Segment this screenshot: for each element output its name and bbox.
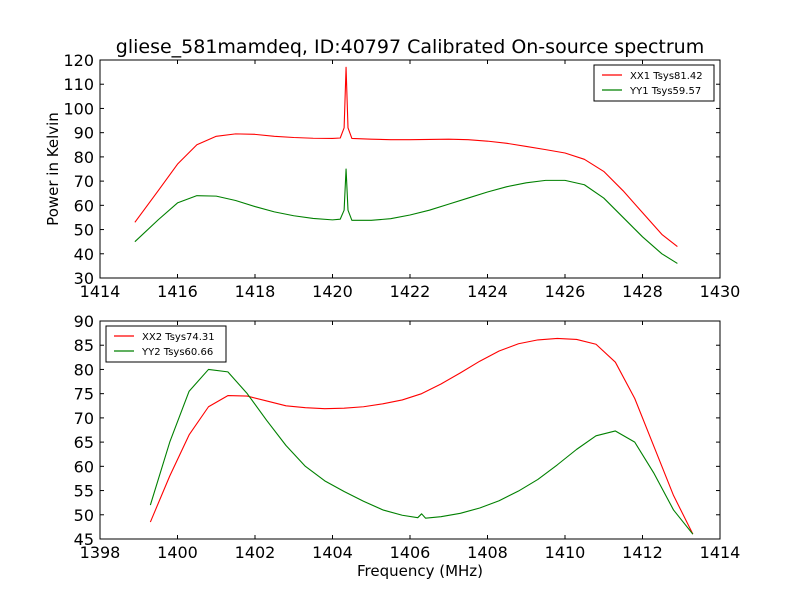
x-tick-label: 1422 — [390, 282, 431, 301]
series-line-yy1 — [134, 168, 678, 264]
x-tick-label: 1398 — [80, 543, 121, 562]
y-tick-label: 70 — [74, 409, 94, 428]
x-tick-label: 1416 — [157, 282, 198, 301]
series-line-yy2 — [149, 368, 694, 535]
y-tick-label: 110 — [63, 75, 94, 94]
x-tick-label: 1402 — [235, 543, 276, 562]
x-tick-label: 1414 — [80, 282, 121, 301]
x-tick-label: 1418 — [235, 282, 276, 301]
y-tick-label: 80 — [74, 360, 94, 379]
y-tick-label: 50 — [74, 506, 94, 525]
x-tick-label: 1426 — [545, 282, 586, 301]
y-axis-label: Power in Kelvin — [44, 112, 62, 226]
x-tick-label: 1410 — [545, 543, 586, 562]
x-axis-label: Frequency (MHz) — [357, 562, 483, 580]
x-tick-label: 1420 — [312, 282, 353, 301]
y-tick-label: 100 — [63, 99, 94, 118]
x-tick-label: 1414 — [700, 543, 741, 562]
legend: XX2 Tsys74.31 YY2 Tsys60.66 — [105, 325, 227, 363]
x-tick-label: 1424 — [467, 282, 508, 301]
x-tick-label: 1428 — [622, 282, 663, 301]
x-tick-label: 1408 — [467, 543, 508, 562]
y-tick-label: 90 — [74, 312, 94, 331]
chart-title: gliese_581mamdeq, ID:40797 Calibrated On… — [116, 36, 704, 58]
y-tick-label: 60 — [74, 457, 94, 476]
legend-label: XX2 Tsys74.31 — [142, 332, 215, 343]
y-tick-label: 75 — [74, 385, 94, 404]
x-tick-label: 1400 — [157, 543, 198, 562]
x-tick-label: 1412 — [622, 543, 663, 562]
x-tick-label: 1430 — [700, 282, 741, 301]
y-tick-label: 120 — [63, 51, 94, 70]
y-tick-label: 55 — [74, 482, 94, 501]
x-tick-label: 1406 — [390, 543, 431, 562]
legend: XX1 Tsys81.42 YY1 Tsys59.57 — [593, 64, 715, 102]
legend-box — [105, 325, 227, 363]
y-tick-label: 60 — [74, 196, 94, 215]
legend-label: YY2 Tsys60.66 — [141, 347, 213, 358]
legend-label: XX1 Tsys81.42 — [630, 71, 703, 82]
legend-label: YY1 Tsys59.57 — [629, 86, 701, 97]
y-tick-label: 80 — [74, 148, 94, 167]
y-tick-label: 70 — [74, 172, 94, 191]
x-tick-label: 1404 — [312, 543, 353, 562]
panel-1: 1414 1416 1418 1420 1422 1424 1426 1428 1430 30 40… — [44, 51, 740, 301]
legend-box — [593, 64, 715, 102]
y-tick-label: 85 — [74, 336, 94, 355]
y-tick-label: 45 — [74, 530, 94, 549]
y-tick-label: 30 — [74, 269, 94, 288]
series-line-xx1 — [134, 66, 678, 247]
panel-2: 1398 1400 1402 1404 1406 1408 1410 1412 1414 45 50… — [74, 312, 741, 580]
y-tick-label: 40 — [74, 245, 94, 264]
y-tick-label: 50 — [74, 221, 94, 240]
y-tick-label: 90 — [74, 124, 94, 143]
panels: 1414 1416 1418 1420 1422 1424 1426 1428 1430 30 40… — [44, 51, 740, 580]
series-line-xx2 — [149, 337, 694, 535]
y-tick-label: 65 — [74, 433, 94, 452]
